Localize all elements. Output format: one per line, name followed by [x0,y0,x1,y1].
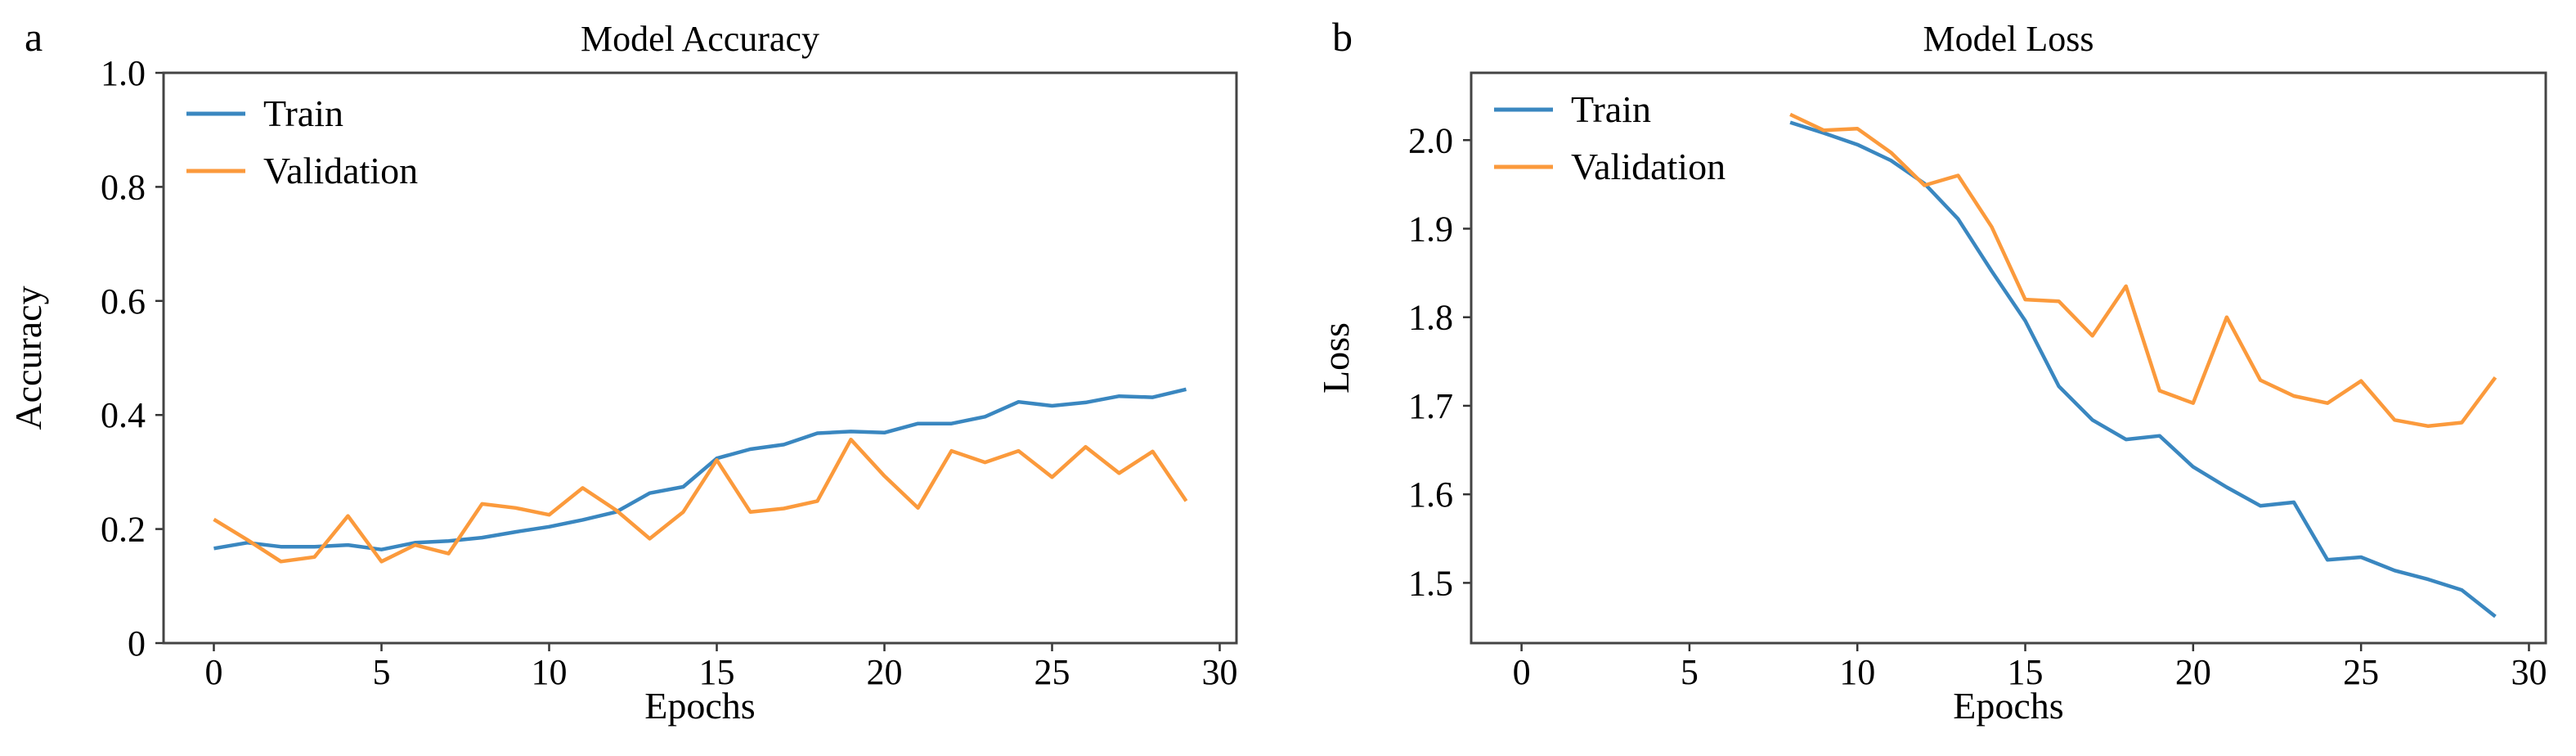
x-tick-label: 25 [1034,652,1070,692]
x-tick-label: 0 [205,652,223,692]
y-tick-label: 1.0 [101,53,146,93]
chart-title: Model Accuracy [581,19,819,59]
x-tick-label: 20 [2175,652,2211,692]
x-tick-label: 15 [699,652,735,692]
x-tick-label: 15 [2008,652,2044,692]
series-line-train [213,387,1187,551]
y-tick-label: 0.8 [101,167,146,207]
chart-title: Model Loss [1923,19,2094,59]
plot-frame [162,71,1238,645]
x-tick-label: 30 [2511,652,2547,692]
legend: Train Validation [1494,88,1726,187]
x-tick-label: 10 [1839,652,1875,692]
y-tick-label: 0.4 [101,395,146,435]
y-axis-label: Loss [1315,322,1357,394]
y-tick-label: 1.6 [1408,475,1453,515]
x-tick-label: 25 [2343,652,2379,692]
x-tick-label: 10 [532,652,568,692]
x-tick-label: 5 [1681,652,1699,692]
chart-panel-a: a Model Accuracy Epochs Accuracy 0 5 10 15 20 25 3… [7,14,1238,727]
legend-label-train: Train [263,92,343,134]
series-line-train [1789,120,2497,619]
x-tick-label: 0 [1513,652,1531,692]
legend: Train Validation [186,92,418,191]
chart-panel-b: b Model Loss Epochs Loss 0 5 10 15 20 25 30 1.5 1.6 1… [1315,14,2547,727]
legend-label-train: Train [1571,88,1651,130]
legend-label-validation: Validation [1571,146,1726,187]
y-tick-label: 1.8 [1408,298,1453,338]
y-tick-label: 0.6 [101,281,146,322]
x-tick-label: 5 [373,652,391,692]
y-axis-label: Accuracy [7,286,49,430]
series-line-validation [1789,112,2497,429]
y-tick-label: 2.0 [1408,120,1453,160]
y-tick-label: 1.5 [1408,563,1453,603]
y-tick-label: 1.7 [1408,386,1453,426]
y-tick-label: 0.2 [101,510,146,550]
x-tick-label: 20 [867,652,903,692]
legend-label-validation: Validation [263,150,418,191]
plot-frame [1470,71,2547,645]
x-axis-label: Epochs [644,685,755,727]
panel-label: a [25,14,43,60]
x-axis-label: Epochs [1953,685,2063,727]
series-line-validation [213,437,1188,564]
y-tick-label: 0 [128,623,146,664]
y-tick-label: 1.9 [1408,209,1453,249]
x-tick-label: 30 [1202,652,1238,692]
panel-label: b [1332,14,1353,60]
